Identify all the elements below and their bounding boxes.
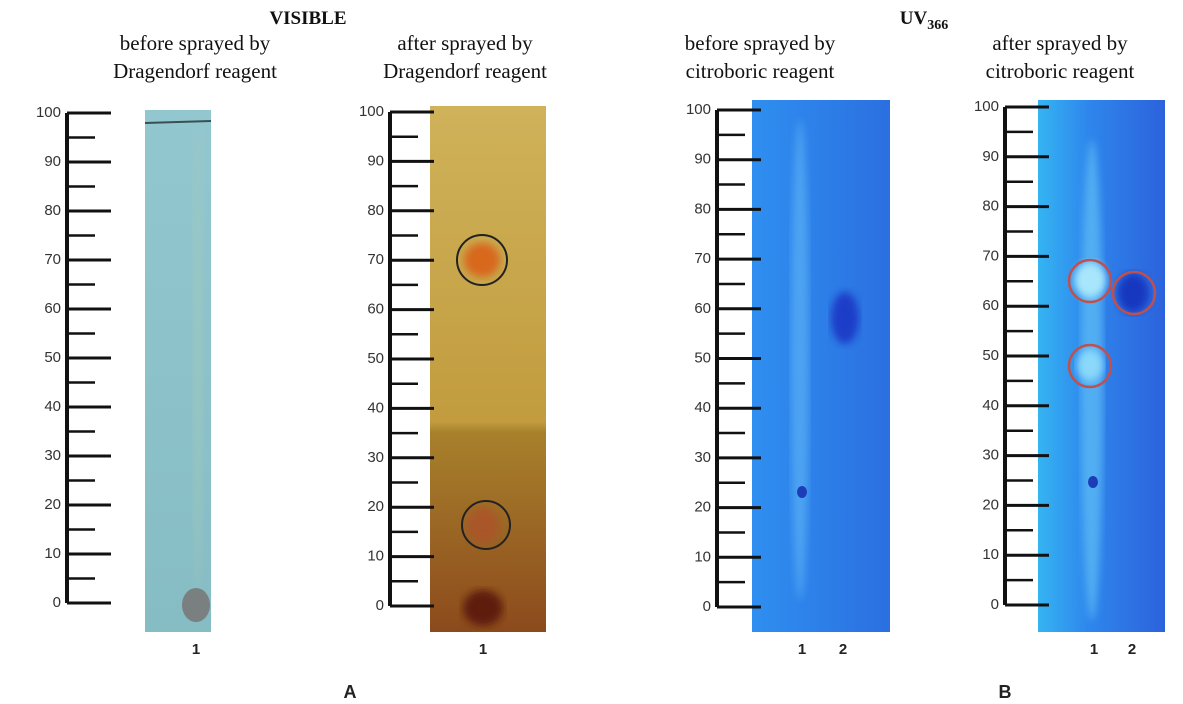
ruler-label: 100 xyxy=(974,98,999,115)
marker-circle xyxy=(1067,343,1113,389)
panel-caption: before sprayed by xyxy=(685,31,836,55)
ruler-label: 100 xyxy=(36,104,61,121)
streak xyxy=(791,120,809,600)
ruler-label: 30 xyxy=(982,447,999,464)
ruler-label: 70 xyxy=(982,247,999,264)
spot xyxy=(467,507,499,543)
ruler-label: 50 xyxy=(44,349,61,366)
panel-caption: Dragendorf reagent xyxy=(113,59,277,83)
spot xyxy=(463,590,503,626)
panel-caption: before sprayed by xyxy=(120,31,271,55)
ruler-label: 80 xyxy=(44,202,61,219)
group-title-text: UV xyxy=(900,8,928,29)
ruler-label: 20 xyxy=(694,499,711,516)
ruler-label: 0 xyxy=(991,596,999,613)
panel-caption: citroboric reagent xyxy=(686,59,835,83)
ruler-label: 70 xyxy=(694,250,711,267)
ruler-label: 60 xyxy=(44,300,61,317)
lane-label: 2 xyxy=(839,641,847,658)
lane-label: 1 xyxy=(479,641,487,658)
ruler-label: 80 xyxy=(694,200,711,217)
plate xyxy=(752,100,890,632)
ruler-label: 30 xyxy=(367,449,384,466)
lane-label: 1 xyxy=(1090,641,1098,658)
ruler-label: 40 xyxy=(694,399,711,416)
ruler-label: 50 xyxy=(367,350,384,367)
spot xyxy=(182,588,210,622)
marker-circle xyxy=(1111,270,1157,316)
ruler-label: 50 xyxy=(694,349,711,366)
ruler-label: 20 xyxy=(367,498,384,515)
ruler-label: 10 xyxy=(982,546,999,563)
ruler-label: 20 xyxy=(982,496,999,513)
group-title: VISIBLE xyxy=(269,8,346,29)
lane-label: 1 xyxy=(798,641,806,658)
ruler-label: 10 xyxy=(694,548,711,565)
ruler-label: 70 xyxy=(367,251,384,268)
ruler-label: 60 xyxy=(367,301,384,318)
ruler-label: 10 xyxy=(44,545,61,562)
ruler-label: 40 xyxy=(44,398,61,415)
ruler-label: 90 xyxy=(44,153,61,170)
marker-circle xyxy=(1067,258,1113,304)
marker-circle xyxy=(461,500,511,550)
ruler-label: 30 xyxy=(44,447,61,464)
ruler-label: 0 xyxy=(703,598,711,615)
panel-caption: citroboric reagent xyxy=(986,59,1135,83)
marker-circle xyxy=(456,234,508,286)
plate xyxy=(430,106,546,632)
group-title-subscript: 366 xyxy=(927,18,948,33)
lane-label: 2 xyxy=(1128,641,1136,658)
spot xyxy=(831,292,859,344)
panel-caption: Dragendorf reagent xyxy=(383,59,547,83)
spot xyxy=(1077,349,1103,381)
solvent-front xyxy=(144,120,212,124)
spot xyxy=(1117,273,1149,313)
ruler-label: 100 xyxy=(686,101,711,118)
streak xyxy=(193,130,203,590)
spot xyxy=(797,486,807,498)
ruler-label: 20 xyxy=(44,496,61,513)
ruler-label: 0 xyxy=(53,594,61,611)
ruler-label: 80 xyxy=(982,198,999,215)
ruler-label: 70 xyxy=(44,251,61,268)
ruler-label: 60 xyxy=(982,297,999,314)
ruler-label: 40 xyxy=(982,397,999,414)
group-title-text: VISIBLE xyxy=(269,8,346,29)
panel-caption: after sprayed by xyxy=(397,31,533,55)
spot xyxy=(1074,262,1106,298)
ruler-label: 0 xyxy=(376,597,384,614)
ruler-label: 60 xyxy=(694,300,711,317)
ruler-label: 90 xyxy=(367,152,384,169)
ruler-label: 90 xyxy=(694,151,711,168)
spot xyxy=(1088,476,1098,488)
panel-caption: after sprayed by xyxy=(992,31,1128,55)
panel-letter: A xyxy=(344,682,357,702)
group-title: UV366 xyxy=(900,8,948,33)
ruler-label: 50 xyxy=(982,347,999,364)
ruler-label: 80 xyxy=(367,202,384,219)
spot xyxy=(464,243,500,277)
ruler-label: 30 xyxy=(694,449,711,466)
ruler-label: 100 xyxy=(359,103,384,120)
lane-label: 1 xyxy=(192,641,200,658)
panel-letter: B xyxy=(999,682,1012,702)
ruler-label: 40 xyxy=(367,399,384,416)
ruler-label: 90 xyxy=(982,148,999,165)
ruler-label: 10 xyxy=(367,548,384,565)
